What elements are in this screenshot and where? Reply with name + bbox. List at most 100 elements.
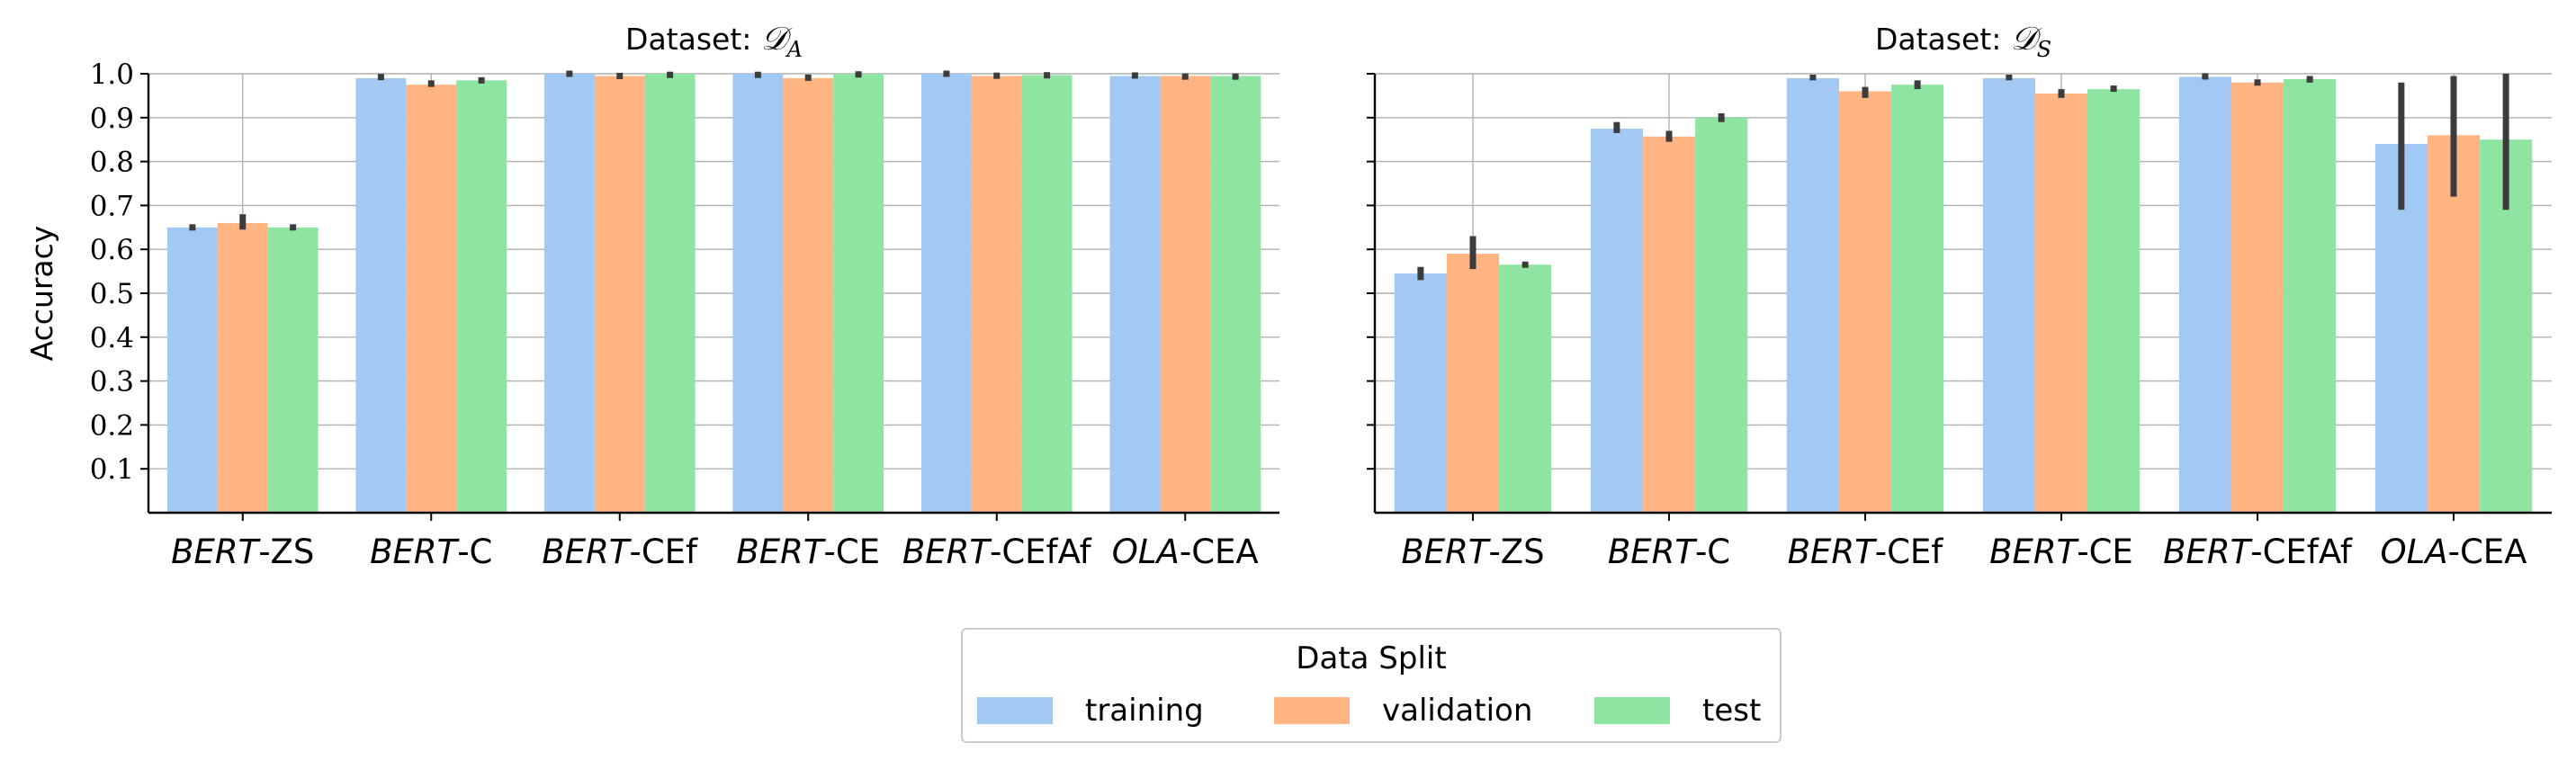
legend-swatch-test — [1594, 697, 1670, 724]
bar-validation-2 — [1838, 91, 1892, 514]
bar-validation-0 — [217, 222, 268, 514]
bar-validation-3 — [2034, 93, 2088, 514]
legend-item-training: training — [977, 693, 1204, 729]
y-tick-label-0: 0.1 — [90, 453, 134, 486]
x-tick-label-5: OLA-CEA — [1112, 533, 1259, 571]
x-tick-label-suffix: -CEfAf — [2250, 533, 2353, 571]
x-tick-label-suffix: -CEfAf — [990, 533, 1092, 571]
x-tick-label-prefix: BERT — [1989, 533, 2078, 571]
panel-title-subscript: A — [785, 37, 803, 62]
bar-training-5 — [1109, 76, 1161, 513]
x-tick-label-4: BERT-CEfAf — [902, 533, 1092, 571]
bar-training-2 — [543, 74, 595, 513]
legend-label-training: training — [1085, 693, 1204, 729]
x-tick-label-prefix: BERT — [1401, 533, 1490, 571]
bar-validation-0 — [1446, 254, 1500, 513]
x-tick-label-prefix: BERT — [370, 533, 459, 571]
bar-validation-5 — [1160, 76, 1211, 513]
bar-validation-4 — [971, 76, 1022, 513]
y-tick-label-8: 0.9 — [90, 103, 134, 135]
y-tick-label-1: 0.2 — [90, 409, 134, 442]
legend-label-validation: validation — [1382, 693, 1533, 729]
x-tick-label-0: BERT-ZS — [1401, 533, 1544, 571]
panel-title-subscript: S — [2037, 37, 2051, 62]
bar-test-0 — [267, 227, 319, 514]
y-tick-label-6: 0.7 — [90, 190, 134, 222]
legend-item-validation: validation — [1274, 693, 1532, 729]
panel-title-prefix: Dataset: — [625, 22, 761, 57]
x-tick-label-suffix: -CEf — [629, 533, 698, 571]
x-tick-label-prefix: BERT — [2163, 533, 2252, 571]
legend-item-test: test — [1594, 693, 1761, 729]
bar-training-0 — [1394, 273, 1447, 513]
bar-training-4 — [2178, 76, 2231, 513]
x-tick-label-suffix: -C — [1695, 533, 1730, 571]
x-tick-label-prefix: BERT — [1608, 533, 1697, 571]
x-tick-label-2: BERT-CEf — [1788, 533, 1944, 571]
legend-label-test: test — [1702, 693, 1762, 729]
x-tick-label-prefix: OLA — [1112, 533, 1180, 571]
x-tick-label-suffix: -CEA — [2448, 533, 2527, 571]
x-tick-label-prefix: BERT — [736, 533, 825, 571]
legend-title: Data Split — [1296, 640, 1447, 676]
panel-title: Dataset: 𝒟A — [625, 21, 803, 62]
bar-training-1 — [355, 77, 407, 513]
x-tick-label-suffix: -C — [457, 533, 492, 571]
x-tick-label-3: BERT-CE — [736, 533, 880, 571]
x-tick-label-3: BERT-CE — [1989, 533, 2133, 571]
bar-validation-4 — [2230, 82, 2284, 513]
x-tick-label-suffix: -CEA — [1180, 533, 1259, 571]
bar-test-4 — [1021, 75, 1073, 514]
bar-training-4 — [920, 74, 972, 513]
bar-test-2 — [644, 74, 696, 513]
x-tick-label-suffix: -CEf — [1875, 533, 1944, 571]
bar-test-2 — [1891, 85, 1944, 513]
bar-test-0 — [1499, 264, 1552, 513]
x-tick-label-1: BERT-C — [370, 533, 492, 571]
y-tick-label-2: 0.3 — [90, 366, 134, 398]
x-tick-label-prefix: BERT — [1788, 533, 1877, 571]
bar-training-3 — [1982, 77, 2035, 513]
bar-test-4 — [2284, 78, 2337, 513]
bar-test-1 — [1695, 117, 1748, 514]
legend-swatch-training — [977, 697, 1053, 724]
y-tick-label-9: 1.0 — [90, 58, 134, 91]
x-tick-label-suffix: -CE — [2077, 533, 2133, 571]
bar-validation-1 — [406, 85, 457, 513]
x-tick-label-2: BERT-CEf — [542, 533, 698, 571]
x-tick-label-0: BERT-ZS — [171, 533, 314, 571]
bar-validation-1 — [1642, 136, 1696, 513]
y-axis-label: Accuracy — [24, 226, 59, 362]
bar-training-3 — [732, 74, 784, 513]
bar-training-2 — [1786, 77, 1839, 513]
y-tick-label-7: 0.8 — [90, 147, 134, 179]
x-tick-label-suffix: -ZS — [258, 533, 314, 571]
bar-test-1 — [456, 80, 507, 513]
bar-validation-3 — [783, 77, 834, 513]
bar-training-1 — [1590, 129, 1643, 513]
bar-training-0 — [166, 227, 218, 514]
y-tick-label-3: 0.4 — [90, 322, 134, 354]
bar-test-3 — [2087, 89, 2141, 513]
legend-swatch-validation — [1274, 697, 1350, 724]
x-tick-label-4: BERT-CEfAf — [2163, 533, 2353, 571]
panel-title: Dataset: 𝒟S — [1875, 21, 2051, 62]
x-tick-label-1: BERT-C — [1608, 533, 1730, 571]
legend: Data Split training validation test — [961, 628, 1782, 743]
x-tick-label-prefix: BERT — [171, 533, 260, 571]
x-tick-label-suffix: -CE — [824, 533, 881, 571]
x-tick-label-suffix: -ZS — [1488, 533, 1544, 571]
x-tick-label-prefix: OLA — [2381, 533, 2448, 571]
panel-title-prefix: Dataset: — [1875, 22, 2011, 57]
bar-validation-5 — [2427, 135, 2481, 513]
panel-s: BERT-ZS BERT-C BERT-CEf BERT-CE BERT-CEfAf OL… — [1367, 21, 2552, 571]
x-tick-label-prefix: BERT — [902, 533, 992, 571]
y-tick-label-4: 0.5 — [90, 278, 134, 310]
bar-test-3 — [833, 74, 884, 513]
x-tick-label-5: OLA-CEA — [2381, 533, 2527, 571]
bar-validation-2 — [594, 76, 645, 513]
y-tick-label-5: 0.6 — [90, 234, 134, 266]
bar-test-5 — [1210, 76, 1261, 513]
